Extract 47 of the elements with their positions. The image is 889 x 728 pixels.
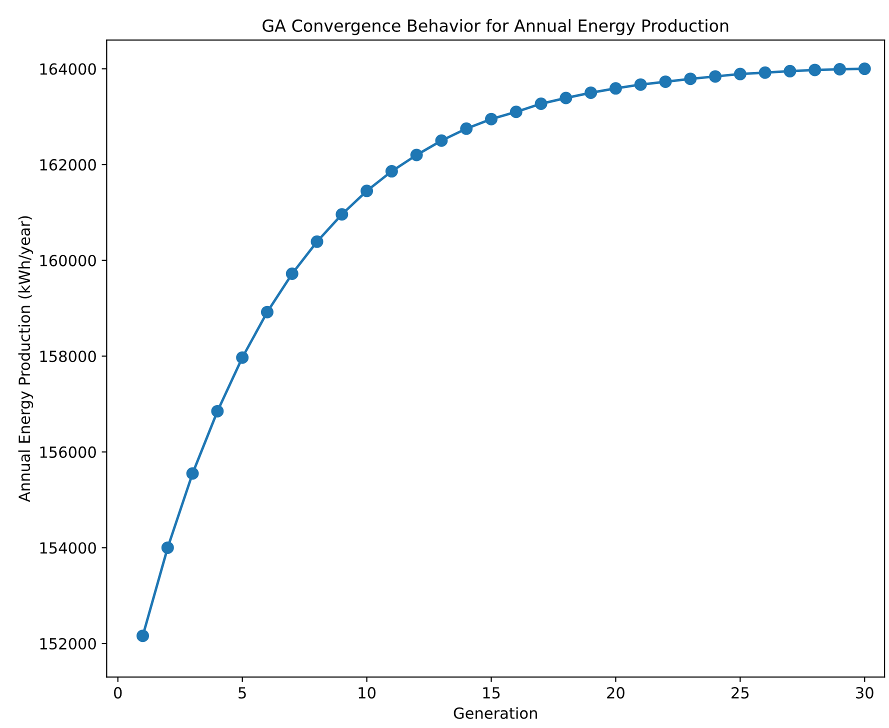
x-tick-label: 20 [607, 687, 624, 699]
point [485, 112, 498, 126]
x-tick-label: 5 [238, 687, 246, 699]
point [659, 75, 672, 88]
point [460, 122, 473, 135]
point [236, 351, 249, 364]
y-tick-label: 154000 [40, 542, 96, 554]
point [784, 64, 796, 78]
point [260, 306, 274, 318]
x-axis-title: Generation [454, 707, 537, 719]
y-tick-label: 158000 [40, 350, 96, 362]
point [286, 268, 298, 280]
point [186, 467, 199, 480]
y-tick-label: 152000 [40, 638, 96, 650]
x-tick-label: 25 [732, 687, 749, 699]
point [534, 97, 548, 110]
point [758, 66, 772, 79]
point [609, 82, 622, 95]
point [211, 404, 224, 418]
point [560, 92, 572, 104]
x-tick-label: 15 [483, 687, 500, 699]
point [435, 134, 448, 147]
point [858, 62, 871, 76]
point [310, 235, 324, 248]
point [336, 208, 348, 221]
y-axis-title: Annual Energy Production (kWh/year) [18, 216, 34, 502]
point [136, 630, 150, 642]
point [834, 63, 846, 76]
point [808, 64, 822, 76]
y-tick-label: 156000 [40, 446, 96, 458]
point [634, 78, 647, 91]
y-tick-label: 160000 [40, 254, 96, 266]
point [385, 165, 398, 178]
point [709, 70, 722, 83]
y-tick-label: 162000 [40, 159, 96, 171]
point [161, 541, 174, 554]
x-tick-label: 30 [856, 687, 874, 699]
y-tick-label: 164000 [40, 63, 96, 75]
x-tick-label: 10 [358, 687, 376, 699]
point [734, 68, 746, 80]
chart-title: GA Convergence Behavior for Annual Energy Production [262, 19, 728, 36]
point [360, 184, 374, 198]
point [510, 106, 522, 118]
point [584, 86, 598, 99]
point [410, 148, 423, 162]
point [684, 72, 697, 86]
x-tick-label: 0 [114, 687, 122, 699]
